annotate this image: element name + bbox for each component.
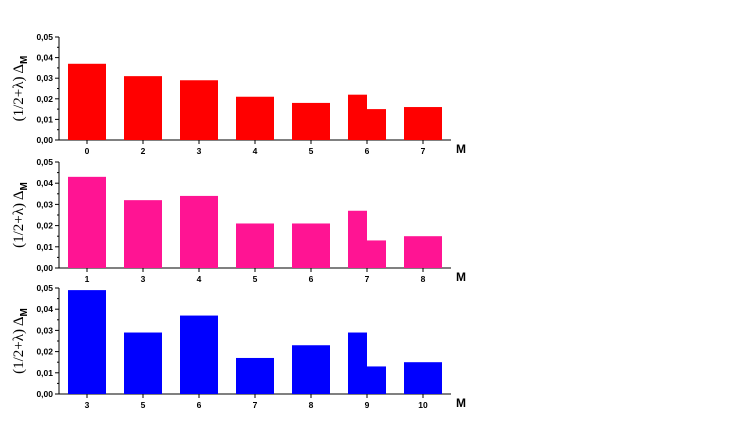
x-tick-label: 8 [421,274,426,284]
bar-6 [180,315,218,394]
x-tick-label: 7 [421,146,426,156]
x-tick-label: 5 [309,146,314,156]
x-tick-label: 3 [85,400,90,410]
y-tick-label: 0,05 [36,32,53,42]
x-axis-label: M [456,142,466,156]
y-axis-label: (1/2+λ) ΔM [11,56,30,122]
chart-panel-2: 0,00 0,01 0,02 0,03 0,04 0,05 1 3 4 5 6 7 8 M (1/2+λ) … [11,157,466,284]
x-tick-label: 7 [253,400,258,410]
x-tick-label: 5 [253,274,258,284]
y-tick-label: 0,05 [36,157,53,167]
x-tick-label: 3 [141,274,146,284]
y-tick-label: 0,02 [36,94,53,104]
bar-5 [236,223,274,268]
bar-6-part-2 [367,109,386,140]
y-tick-label: 0,03 [36,325,53,335]
x-tick-label: 4 [197,274,202,284]
x-axis-label: M [456,270,466,284]
y-tick-label: 0,00 [36,135,53,145]
y-tick-label: 0,00 [36,389,53,399]
x-tick-label: 8 [309,400,314,410]
bar-7 [404,107,442,140]
bar-3 [180,80,218,140]
y-tick-label: 0,04 [36,53,53,63]
bar-2 [124,76,162,140]
y-tick-label: 0,02 [36,347,53,357]
chart-panel-1: 0,00 0,01 0,02 0,03 0,04 0,05 0 2 3 4 5 6 7 M (1/2+λ) … [11,32,466,156]
y-tick-label: 0,05 [36,283,53,293]
bar-5 [292,102,330,140]
y-axis-label: (1/2+λ) ΔM [11,308,30,374]
y-tick-label: 0,04 [36,178,53,188]
bar-10 [404,362,442,394]
bar-5 [124,332,162,394]
bar-7-part-2 [367,240,386,268]
bar-0 [68,63,106,140]
x-tick-label: 7 [365,274,370,284]
bar-6 [292,223,330,268]
bar-3 [68,290,106,394]
x-tick-label: 2 [141,146,146,156]
x-tick-label: 4 [253,146,258,156]
bar-8 [404,236,442,268]
bar-3 [124,200,162,268]
bar-4 [180,195,218,268]
y-tick-label: 0,02 [36,221,53,231]
bar-1 [68,176,106,268]
x-tick-label: 6 [197,400,202,410]
x-tick-label: 3 [197,146,202,156]
x-tick-label: 0 [85,146,90,156]
bar-7-part-1 [348,210,367,268]
x-tick-label: 10 [418,400,428,410]
x-tick-label: 6 [309,274,314,284]
bar-6-part-1 [348,94,367,140]
chart-panel-3: 0,00 0,01 0,02 0,03 0,04 0,05 3 5 6 7 8 9 10 M (1/2+λ)… [11,283,466,410]
x-tick-label: 5 [141,400,146,410]
y-tick-label: 0,00 [36,263,53,273]
x-tick-label: 1 [85,274,90,284]
y-tick-label: 0,01 [36,368,53,378]
bar-4 [236,96,274,140]
bar-7 [236,357,274,394]
y-tick-label: 0,03 [36,73,53,83]
x-tick-label: 6 [365,146,370,156]
y-tick-label: 0,03 [36,199,53,209]
y-tick-label: 0,01 [36,242,53,252]
bar-8 [292,345,330,394]
bar-9-part-1 [348,332,367,394]
x-tick-label: 9 [365,400,370,410]
y-axis-label: (1/2+λ) ΔM [11,182,30,248]
x-axis-label: M [456,396,466,410]
bar-9-part-2 [367,366,386,394]
y-tick-label: 0,04 [36,304,53,314]
y-tick-label: 0,01 [36,114,53,124]
